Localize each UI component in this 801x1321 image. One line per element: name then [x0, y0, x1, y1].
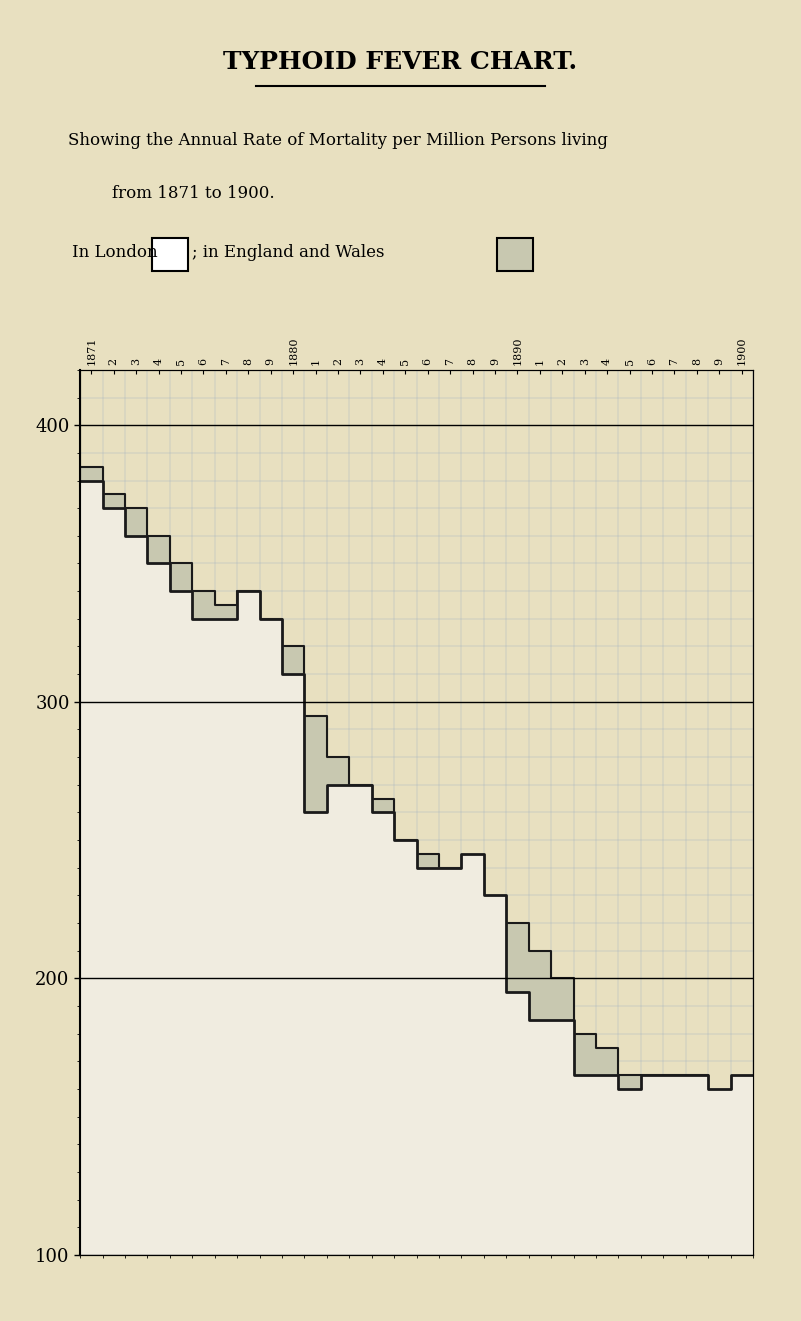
Text: ; in England and Wales: ; in England and Wales	[192, 244, 384, 262]
FancyBboxPatch shape	[497, 238, 533, 271]
Text: from 1871 to 1900.: from 1871 to 1900.	[112, 185, 275, 202]
Text: TYPHOID FEVER CHART.: TYPHOID FEVER CHART.	[223, 49, 578, 74]
FancyBboxPatch shape	[152, 238, 188, 271]
Text: In London: In London	[72, 244, 158, 262]
Text: Showing the Annual Rate of Mortality per Million Persons living: Showing the Annual Rate of Mortality per…	[68, 132, 608, 149]
